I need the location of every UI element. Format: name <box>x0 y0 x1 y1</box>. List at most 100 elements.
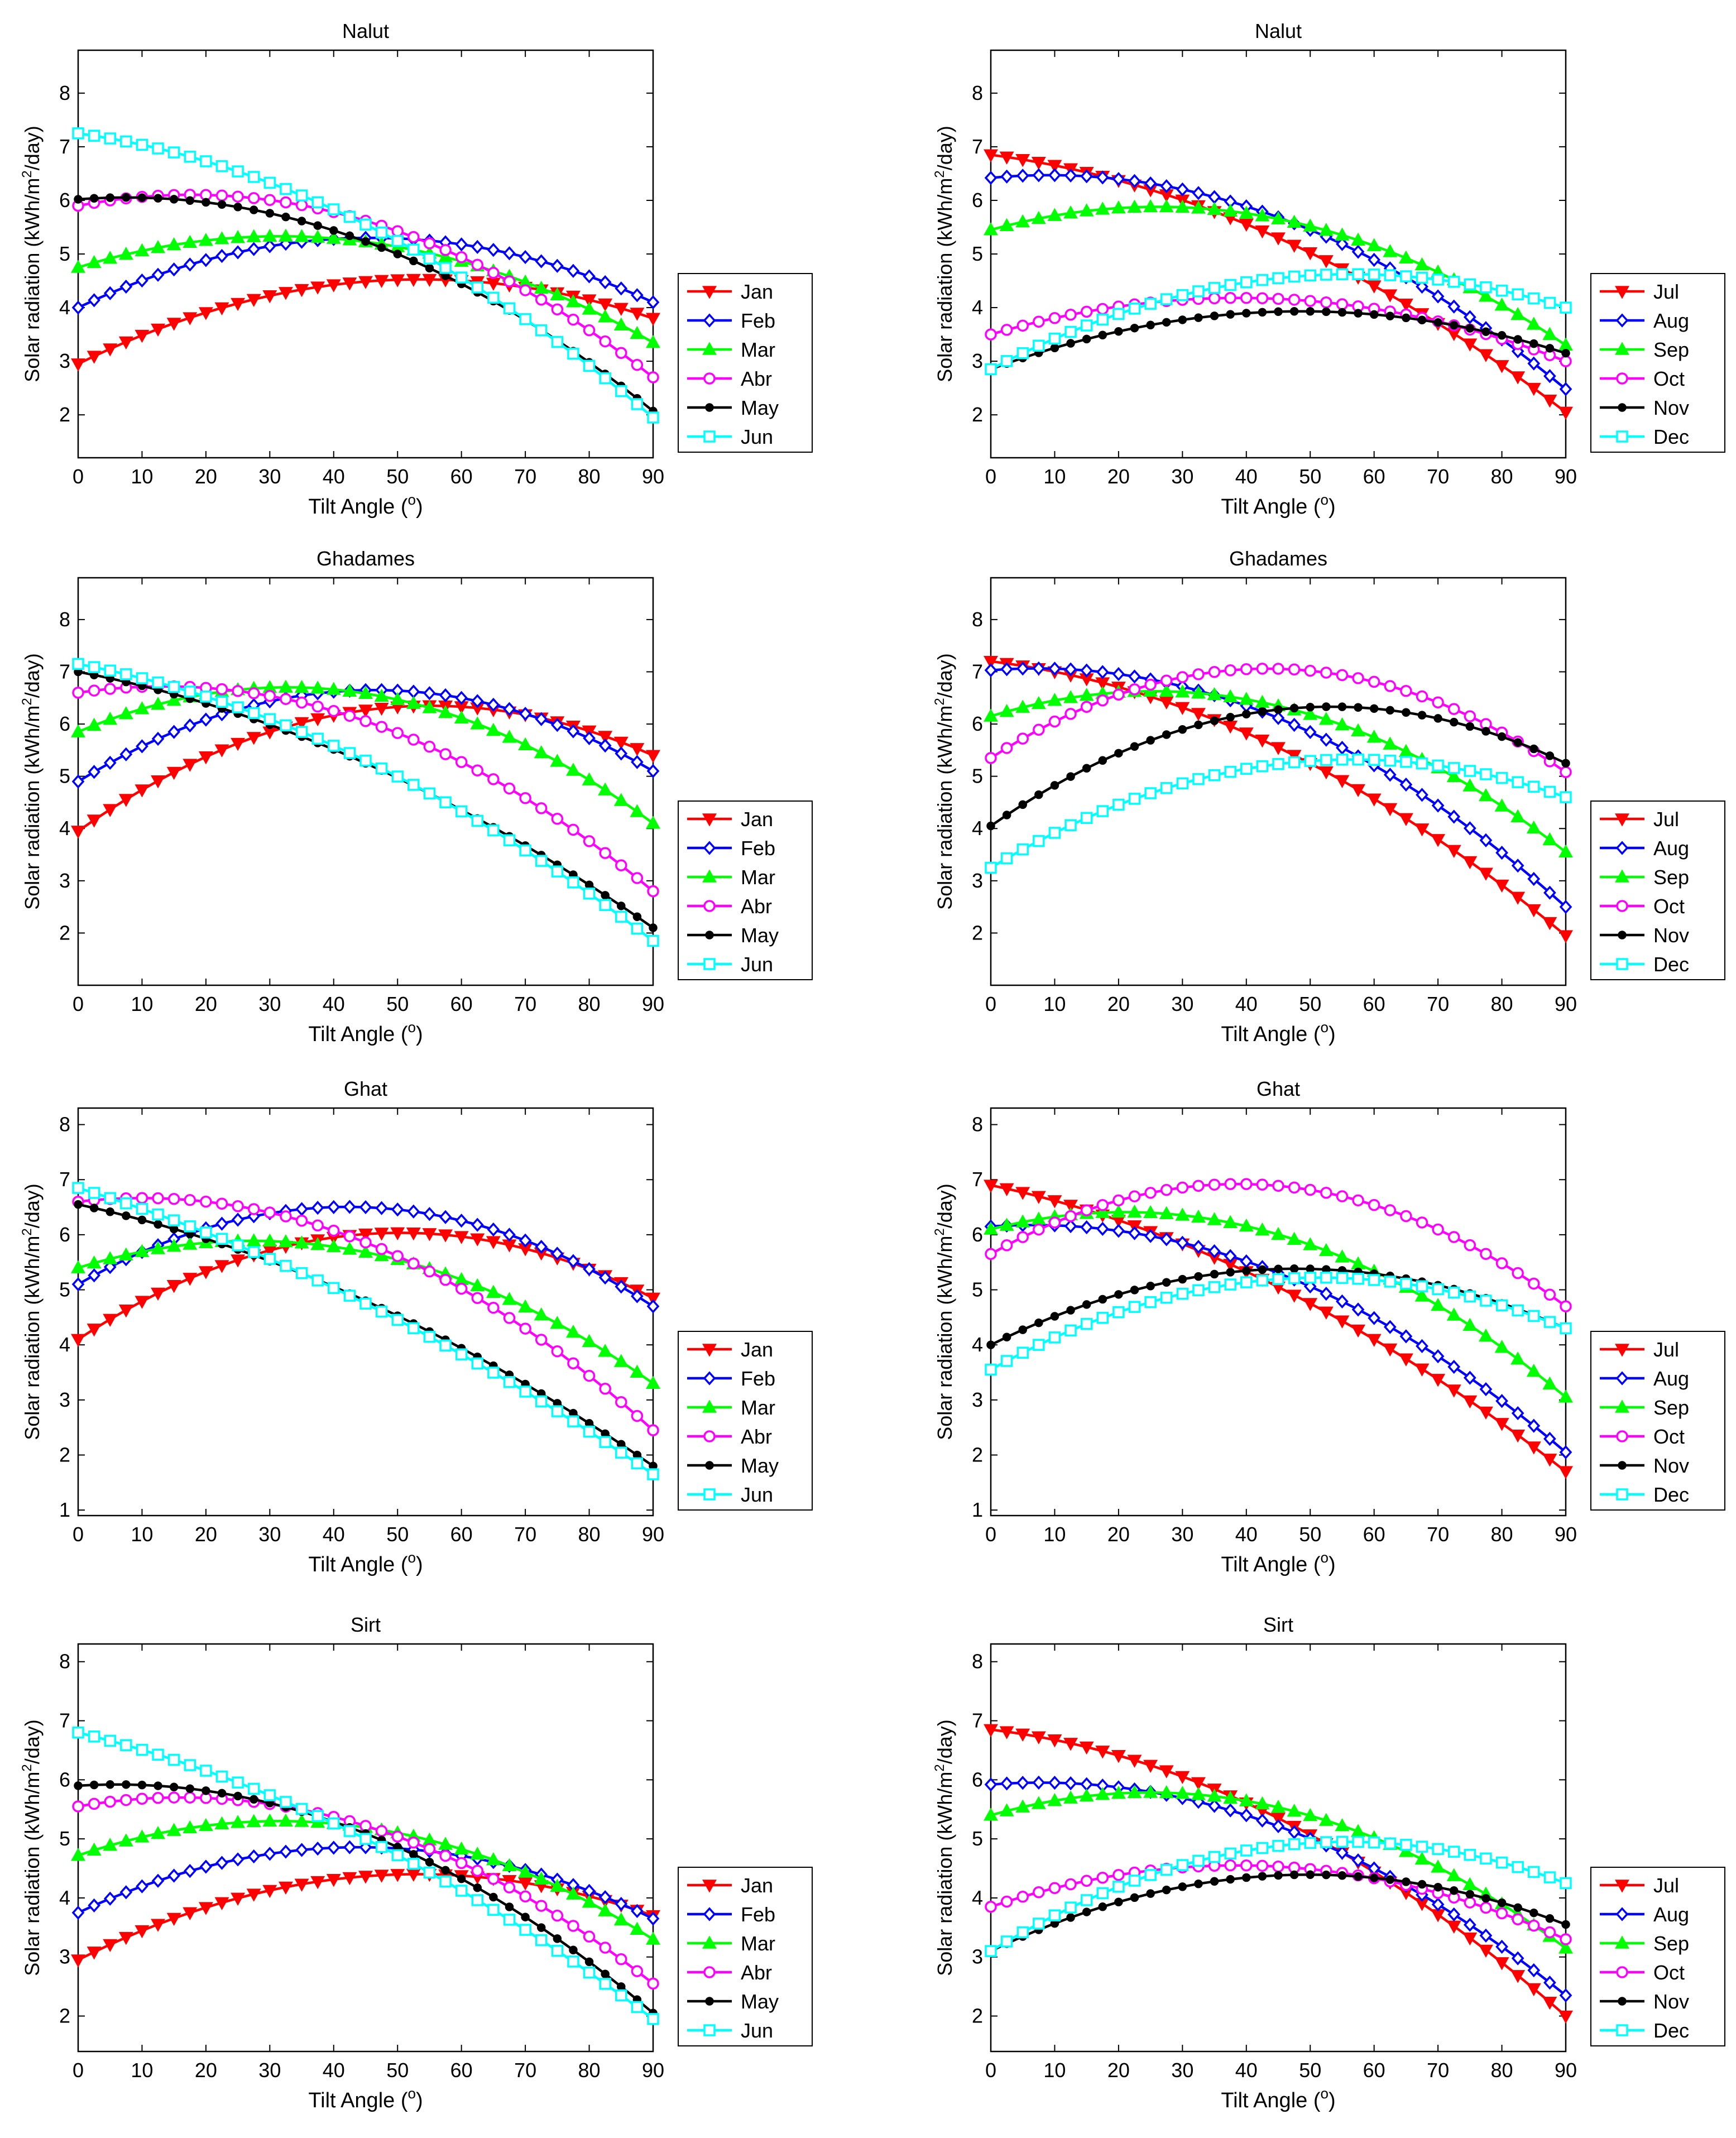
marker-mar <box>550 287 565 300</box>
marker-nov <box>1082 1907 1091 1916</box>
marker-jun <box>615 1989 627 2002</box>
marker-jun <box>567 1955 579 1968</box>
marker-abr <box>615 859 627 871</box>
marker-sep <box>1478 1329 1493 1342</box>
marker-nov <box>1497 1898 1507 1907</box>
marker-aug <box>1336 741 1349 755</box>
marker-nov <box>1226 310 1235 319</box>
marker-dec <box>1560 791 1572 803</box>
marker-jun <box>599 1436 611 1448</box>
marker-feb <box>103 1891 117 1906</box>
marker-jul <box>1047 1734 1062 1748</box>
marker-abr <box>280 1210 292 1223</box>
marker-abr <box>503 1312 516 1324</box>
marker-jan <box>582 294 597 308</box>
marker-oct <box>1447 703 1460 715</box>
marker-jan <box>214 1260 229 1273</box>
marker-dec <box>1160 1291 1173 1304</box>
marker-nov <box>1178 1274 1187 1284</box>
marker-aug <box>984 663 998 678</box>
marker-sep <box>1615 342 1629 355</box>
marker-aug <box>1303 725 1317 740</box>
y-axis-label: Solar radiation (kWh/m2/day) <box>932 653 956 910</box>
marker-oct <box>1352 672 1364 684</box>
marker-mar <box>294 1814 309 1827</box>
marker-jul <box>1127 1754 1142 1768</box>
marker-mar <box>358 685 373 699</box>
marker-sep <box>1303 707 1318 720</box>
marker-feb <box>439 688 452 703</box>
marker-sep <box>1446 1307 1461 1321</box>
marker-aug <box>1224 1803 1237 1818</box>
marker-nov <box>1545 1914 1555 1923</box>
marker-jul <box>1494 360 1509 373</box>
marker-nov <box>1034 790 1043 799</box>
x-tick-label: 0 <box>985 465 996 488</box>
marker-abr <box>551 1345 564 1358</box>
marker-sep <box>1271 211 1286 224</box>
marker-oct <box>1528 1277 1540 1290</box>
marker-jun <box>519 313 531 325</box>
marker-dec <box>1384 1276 1397 1288</box>
marker-dec <box>1512 776 1524 788</box>
marker-sep <box>1526 1363 1541 1377</box>
marker-aug <box>1192 1239 1205 1254</box>
marker-jun <box>551 865 564 878</box>
marker-jun <box>215 1770 228 1783</box>
marker-abr <box>263 1206 276 1219</box>
x-tick-label: 40 <box>1235 1523 1258 1546</box>
marker-jul <box>1255 225 1270 239</box>
marker-jun <box>407 1857 420 1870</box>
marker-nov <box>1258 308 1267 317</box>
marker-dec <box>1033 1339 1045 1351</box>
marker-jun <box>280 1260 292 1272</box>
legend-label-sep: Sep <box>1653 338 1689 361</box>
marker-nov <box>1130 323 1139 333</box>
marker-jun <box>519 844 531 857</box>
marker-dec <box>1384 754 1397 767</box>
marker-jun <box>295 189 308 202</box>
marker-mar <box>135 1829 150 1843</box>
legend-label-dec: Dec <box>1653 425 1689 448</box>
marker-nov <box>1433 1883 1442 1892</box>
marker-jan <box>246 294 261 307</box>
marker-jul <box>1239 218 1254 232</box>
x-tick-label: 20 <box>195 465 217 488</box>
marker-nov <box>1289 307 1299 316</box>
marker-feb <box>343 1840 356 1854</box>
marker-dec <box>1368 1274 1380 1286</box>
marker-feb <box>71 1905 85 1920</box>
marker-nov <box>1210 716 1219 725</box>
marker-jan <box>166 766 181 780</box>
marker-jun <box>391 770 404 783</box>
marker-abr <box>407 734 420 746</box>
marker-aug <box>1272 1819 1285 1834</box>
marker-dec <box>1256 274 1269 286</box>
marker-feb <box>455 237 468 252</box>
marker-sep <box>1526 820 1541 834</box>
legend-label-feb: Feb <box>741 1903 775 1926</box>
marker-dec <box>1096 313 1109 326</box>
marker-sep <box>1079 1788 1094 1802</box>
marker-nov <box>1114 1290 1123 1299</box>
marker-sep <box>1303 1237 1318 1250</box>
marker-nov <box>1114 1897 1123 1906</box>
marker-jan <box>151 1287 166 1301</box>
x-tick-label: 0 <box>73 2059 84 2082</box>
marker-oct <box>1208 292 1221 305</box>
legend-label-aug: Aug <box>1653 1367 1689 1390</box>
marker-oct <box>1033 1223 1045 1236</box>
marker-jul <box>1510 371 1526 385</box>
chart-title: Sirt <box>351 1613 381 1636</box>
marker-dec <box>1000 355 1013 367</box>
marker-aug <box>1128 1226 1141 1240</box>
marker-dec <box>1616 1488 1628 1501</box>
marker-jun <box>631 398 644 410</box>
marker-aug <box>1096 665 1109 679</box>
marker-oct <box>1384 680 1397 692</box>
marker-aug <box>1511 859 1524 873</box>
marker-jan <box>118 336 133 350</box>
marker-jun <box>631 922 644 935</box>
marker-aug <box>1351 1853 1365 1868</box>
